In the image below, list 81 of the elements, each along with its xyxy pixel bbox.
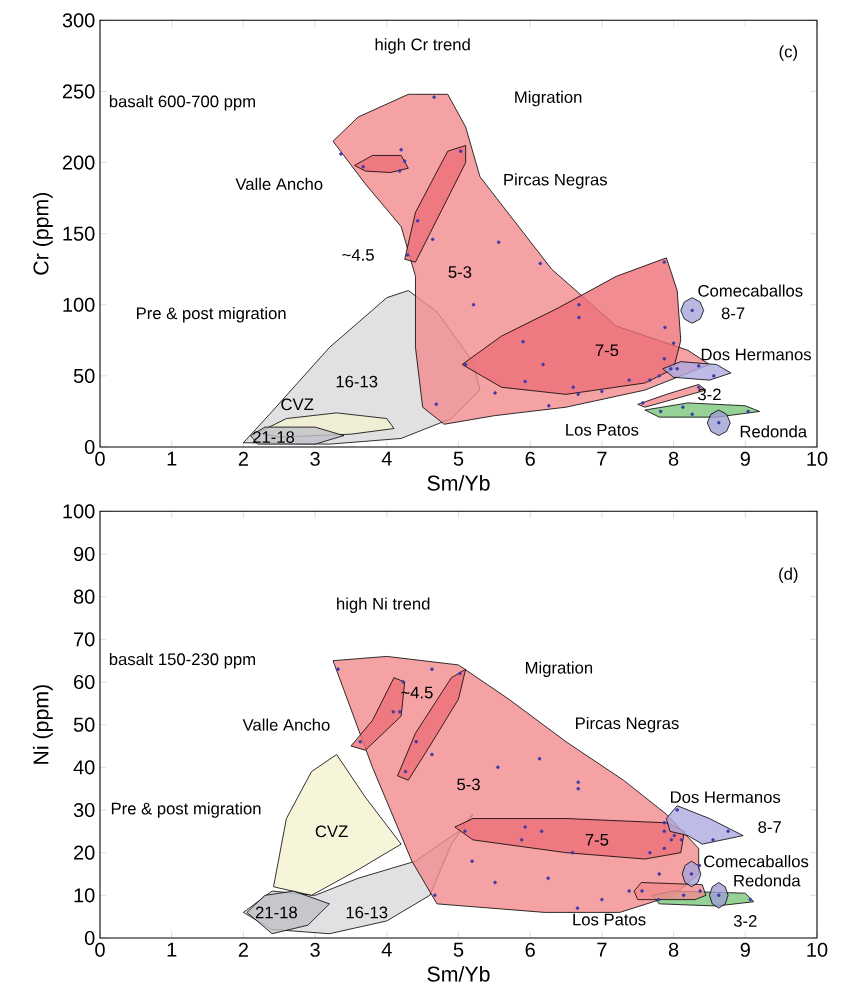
series-label: Redonda: [740, 425, 808, 438]
y-tick-label: 0: [84, 439, 95, 455]
series-label: Dos Hermanos: [701, 348, 811, 361]
series-label: 7-5: [585, 834, 609, 846]
series-label: 21-18: [253, 431, 295, 443]
y-tick-label: 70: [74, 632, 95, 647]
annotation: Migration: [525, 661, 593, 677]
y-tick-label: 250: [62, 84, 95, 99]
annotation: (d): [779, 567, 798, 584]
series-label: Valle Ancho: [242, 718, 330, 731]
y-tick-label: 300: [62, 13, 95, 28]
series-label: CVZ: [315, 825, 348, 838]
annotation: Pircas Negras: [576, 716, 679, 733]
x-tick-label: 0: [95, 942, 105, 957]
x-tick-label: 5: [453, 942, 464, 957]
series-label: Dos Hermanos: [671, 791, 781, 804]
series-label: 5-3: [448, 266, 472, 278]
y-tick-label: 60: [74, 674, 95, 690]
text: Valle Ancho: [235, 177, 323, 191]
y-tick-label: 200: [62, 155, 95, 170]
annotation: Pre & post migration: [137, 306, 286, 323]
x-tick-label: 9: [740, 451, 750, 466]
annotation: basalt 150-230 ppm: [109, 652, 255, 669]
series-label: 16-13: [346, 906, 388, 919]
x-tick-label: 3: [310, 451, 320, 466]
y-tick-label: 80: [73, 589, 95, 604]
y-tick-label: 50: [73, 717, 95, 732]
annotation: 8-7: [758, 821, 781, 833]
x-tick-label: 7: [597, 451, 607, 466]
x-tick-label: 6: [525, 451, 535, 466]
x-tick-label: 4: [381, 942, 392, 957]
y-axis-title: Ni (ppm): [32, 685, 53, 764]
annotation: 8-7: [721, 307, 745, 320]
x-tick-label: 9: [740, 942, 750, 957]
x-tick-label: 0: [95, 451, 105, 466]
series-label: Redonda: [734, 874, 801, 887]
series-label: CVZ: [281, 398, 314, 411]
y-tick-label: 50: [73, 368, 95, 383]
annotation: Pircas Negras: [504, 173, 607, 189]
annotation: Pre & post migration: [111, 802, 261, 818]
annotation: (c): [779, 45, 797, 61]
x-tick-label: 10: [807, 451, 828, 466]
x-tick-label: 1: [167, 451, 177, 466]
x-tick-label: 3: [310, 942, 320, 957]
annotation: basalt 600-700 ppm: [109, 95, 255, 111]
series-label: Comecaballos: [698, 284, 803, 297]
series-label: 3-2: [733, 915, 757, 927]
x-tick-label: 5: [453, 451, 464, 466]
annotation: Migration: [515, 90, 582, 107]
y-tick-label: 90: [73, 546, 95, 562]
x-axis-title: Sm/Yb: [427, 475, 490, 491]
series-label: 16-13: [336, 375, 378, 388]
series-label: 5-3: [457, 778, 480, 791]
series-label: Comecaballos: [704, 855, 809, 868]
y-tick-label: 100: [63, 504, 95, 519]
y-tick-label: 100: [63, 297, 95, 312]
x-tick-label: 1: [167, 942, 177, 957]
series-label: Los Patos: [566, 424, 639, 436]
y-tick-label: 20: [74, 845, 95, 860]
x-tick-label: 6: [525, 942, 535, 957]
y-tick-label: 0: [84, 930, 95, 946]
y-tick-label: 30: [73, 802, 95, 818]
x-tick-label: 7: [597, 942, 607, 957]
x-tick-label: 10: [807, 942, 828, 957]
y-tick-label: 40: [73, 760, 95, 775]
x-tick-label: 8: [668, 451, 679, 466]
x-tick-label: 2: [238, 451, 248, 466]
series-label: Los Patos: [573, 913, 646, 926]
y-tick-label: 10: [74, 888, 95, 903]
annotation: high Cr trend: [375, 38, 470, 54]
y-tick-label: 150: [63, 226, 95, 241]
x-tick-label: 2: [238, 942, 248, 957]
x-tick-label: 4: [381, 451, 392, 466]
series-label: ~4.5: [342, 249, 374, 261]
x-tick-label: 8: [668, 942, 679, 957]
x-axis-title: Sm/Yb: [427, 966, 490, 982]
series-label: 21-18: [255, 906, 297, 919]
series-label: 3-2: [698, 388, 721, 401]
annotation: high Ni trend: [337, 597, 430, 613]
series-label: 7-5: [595, 344, 619, 357]
y-axis-title: Cr (ppm): [32, 192, 53, 275]
